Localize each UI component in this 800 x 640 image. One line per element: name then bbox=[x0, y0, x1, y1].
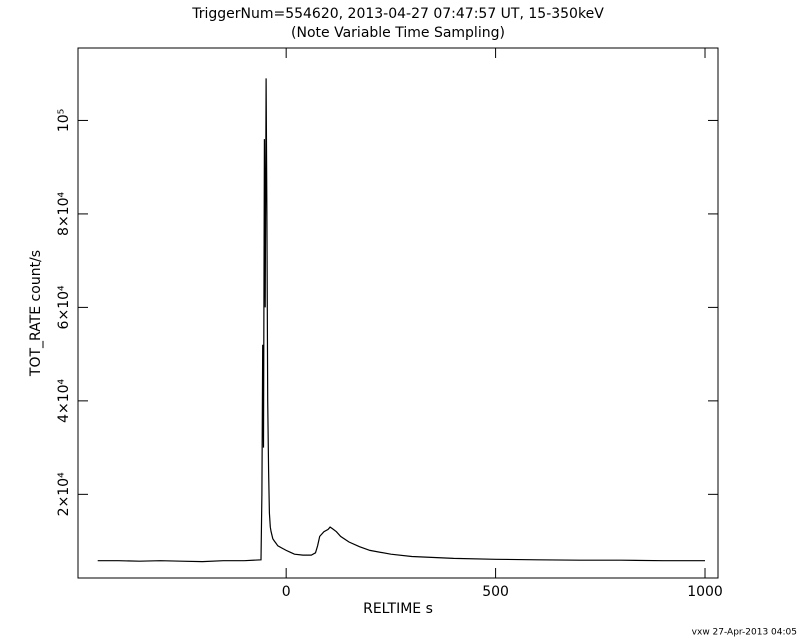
x-tick-label: 500 bbox=[482, 584, 509, 600]
chart-subtitle: (Note Variable Time Sampling) bbox=[291, 25, 505, 41]
data-line bbox=[97, 78, 705, 563]
footer: vxw 27-Apr-2013 04:05 bbox=[692, 628, 797, 638]
x-tick-label: 1000 bbox=[687, 584, 723, 600]
plot-frame bbox=[77, 47, 719, 579]
y-tick-label: 2×10⁴ bbox=[56, 472, 72, 516]
y-axis-label: TOT_RATE count/s bbox=[28, 250, 44, 377]
x-tick-label: 0 bbox=[282, 584, 291, 600]
y-tick-label: 10⁵ bbox=[56, 109, 72, 132]
y-tick-label: 4×10⁴ bbox=[56, 378, 72, 422]
x-axis-label: RELTIME s bbox=[363, 601, 433, 617]
y-tick-label: 8×10⁴ bbox=[56, 192, 72, 236]
chart-title: TriggerNum=554620, 2013-04-27 07:47:57 U… bbox=[191, 6, 604, 22]
y-tick-label: 6×10⁴ bbox=[56, 285, 72, 329]
